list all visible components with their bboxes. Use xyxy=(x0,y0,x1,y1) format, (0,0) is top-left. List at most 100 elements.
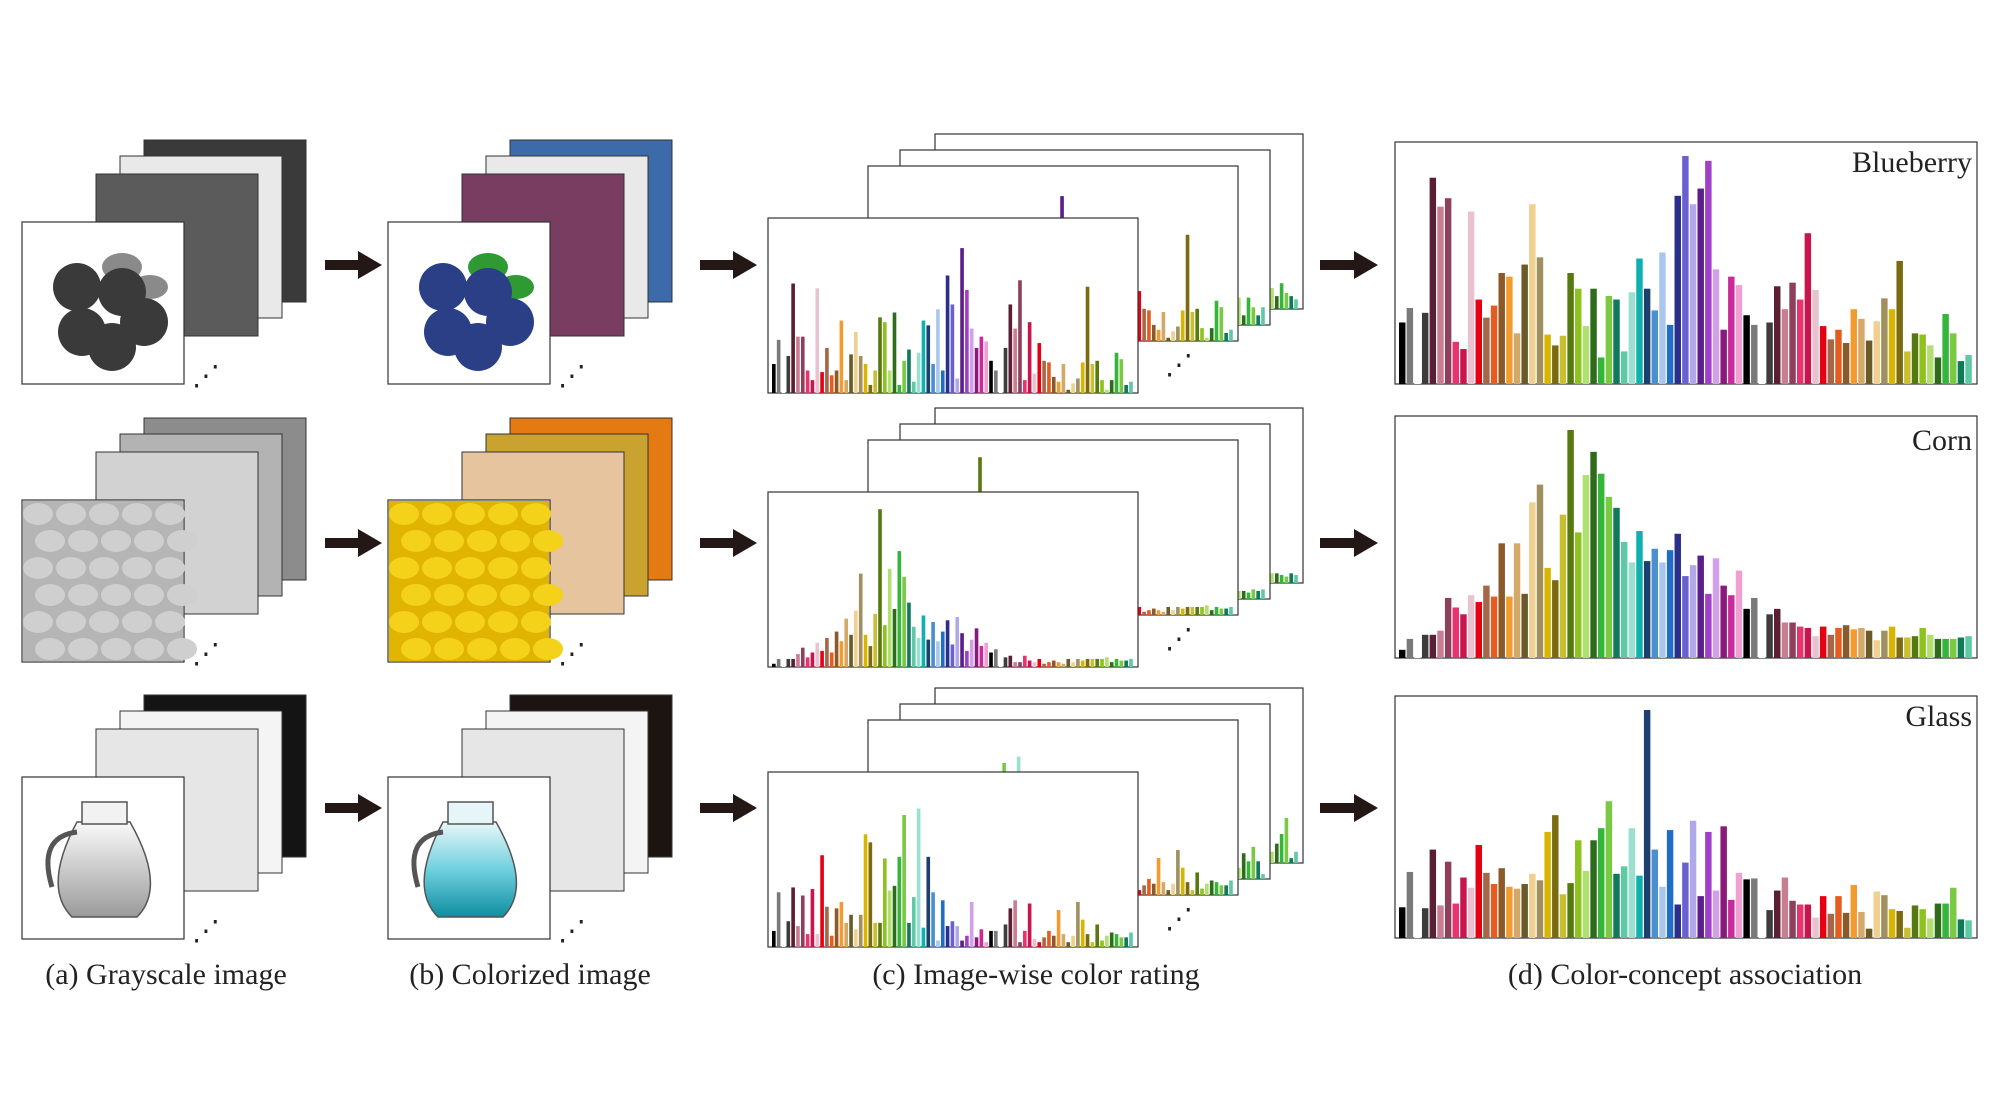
glass-rating-front-bar xyxy=(772,930,776,947)
corn-kernel xyxy=(455,557,485,579)
blueberry-association-chart-bar xyxy=(1758,306,1766,384)
corn-kernel xyxy=(467,530,497,552)
glass-rating-front-bar xyxy=(800,895,805,947)
corn-rating-front-bar xyxy=(916,638,921,667)
corn-association-chart-bar xyxy=(1965,636,1972,658)
blueberry-association-chart-bar xyxy=(1957,361,1965,384)
glass-rating-front-bar xyxy=(1013,900,1017,947)
glass-rating-back-0-bar xyxy=(1270,851,1274,863)
glass-rating-front-bar xyxy=(887,890,892,947)
corn-association-chart-bar xyxy=(1751,597,1758,658)
glass-association-chart-bar xyxy=(1796,904,1804,938)
glass-association-chart-bar xyxy=(1421,908,1429,938)
corn-kernel xyxy=(89,557,119,579)
glass-association-chart-bar xyxy=(1567,883,1574,938)
corn-rating-front-bar xyxy=(878,509,882,667)
photo-stack-r1-c0 xyxy=(21,417,307,663)
caption-rating: (c) Image-wise color rating xyxy=(872,958,1200,991)
glass-association-chart-bar xyxy=(1613,873,1620,938)
corn-rating-back-0-bar xyxy=(1294,574,1298,583)
corn-kernel xyxy=(500,530,530,552)
corn-rating-front-bar xyxy=(1095,658,1100,667)
corn-association-chart-bar xyxy=(1406,638,1414,658)
blueberry-rating-back-1-bar xyxy=(1251,307,1256,325)
blueberry-rating-back-0-bar xyxy=(1289,296,1293,309)
corn-rating-front-bar xyxy=(940,631,945,667)
blueberry-association-chart-bar xyxy=(1590,288,1597,384)
blueberry-association-chart-bar xyxy=(1467,211,1475,384)
corn-rating-back-2-bar xyxy=(1142,611,1146,615)
corn-kernel xyxy=(56,503,86,525)
berry-shape xyxy=(419,263,467,311)
corn-association-chart-bar xyxy=(1934,638,1942,658)
blueberry-rating-front-bar xyxy=(1027,322,1032,393)
arrow-a-to-b-2-head xyxy=(358,794,382,822)
corn-rating-front-bar xyxy=(994,649,998,667)
corn-rating-back-1-bar xyxy=(1251,589,1256,599)
blueberry-rating-back-1-bar xyxy=(1261,307,1265,325)
glass-rating-front-bar xyxy=(994,930,998,947)
corn-rating-front-bar xyxy=(1124,660,1128,667)
glass-association-chart-bar xyxy=(1865,928,1873,938)
glass-rating-front-bar xyxy=(1109,932,1114,947)
blueberry-rating-front-bar xyxy=(829,375,834,393)
blueberry-rating-front-bar xyxy=(950,304,955,393)
corn-rating-front-bar xyxy=(1090,658,1095,667)
blueberry-association-chart-bar xyxy=(1835,329,1842,384)
corn-rating-back-0-bar xyxy=(1284,576,1289,583)
corn-association-chart-bar xyxy=(1850,629,1857,658)
corn-kernel xyxy=(389,611,419,633)
glass-rating-front-bar xyxy=(858,914,863,947)
blueberry-rating-front-bar xyxy=(1042,360,1046,393)
corn-association-chart-bar xyxy=(1697,555,1704,658)
corn-kernel xyxy=(389,503,419,525)
arrow-b-to-c-1 xyxy=(700,529,757,557)
blueberry-association-chart-bar xyxy=(1605,295,1613,384)
corn-rating-front-bar xyxy=(979,646,984,667)
glass-rating-back-1-bar xyxy=(1251,846,1256,879)
corn-kernel xyxy=(89,611,119,633)
corn-association-chart-bar xyxy=(1575,532,1582,658)
blueberry-rating-front-bar xyxy=(781,375,786,393)
glass-association-chart-bar xyxy=(1942,903,1949,938)
glass-association-chart-bar xyxy=(1498,868,1505,938)
blueberry-association-chart-bar xyxy=(1659,252,1666,384)
corn-rating-front-bar xyxy=(1105,657,1109,667)
corn-kernel xyxy=(134,530,164,552)
blueberry-rating-front-bar xyxy=(863,364,868,393)
blueberry-association-chart-bar xyxy=(1751,324,1758,384)
glass-rating-front-bar xyxy=(810,889,815,947)
ellipsis-r1-c0: ⋰ xyxy=(192,637,220,670)
glass-rating-front-bar xyxy=(955,926,960,947)
blueberry-rating-front-bar xyxy=(965,289,969,393)
corn-kernel xyxy=(422,503,452,525)
corn-kernel xyxy=(122,611,152,633)
corn-kernel xyxy=(134,584,164,606)
glass-rating-front-bar xyxy=(791,887,795,947)
glass-association-chart-bar xyxy=(1774,890,1781,938)
glass-rating-front-bar xyxy=(1042,937,1046,947)
blueberry-rating-back-0-bar xyxy=(1270,288,1274,309)
blueberry-association-chart xyxy=(1394,141,1978,385)
glass-rating-front-bar xyxy=(1105,935,1109,947)
blueberry-rating-front-bar xyxy=(878,317,882,393)
corn-rating-back-2-bar xyxy=(1219,608,1224,615)
corn-association-chart-bar xyxy=(1728,595,1735,658)
berry-shape xyxy=(53,263,101,311)
glass-rating-front-bar xyxy=(936,940,940,947)
corn-kernel xyxy=(68,530,98,552)
blueberry-rating-front-bar xyxy=(776,339,781,393)
glass-rating-front-bar xyxy=(969,901,974,947)
blueberry-association-chart-bar xyxy=(1529,204,1536,384)
blueberry-association-chart-bar xyxy=(1421,312,1429,384)
corn-association-chart-bar xyxy=(1483,585,1490,658)
corn-rating-front-bar xyxy=(844,618,849,667)
glass-rating-front-bar xyxy=(984,942,988,947)
blueberry-rating-front-bar xyxy=(820,372,824,393)
glass-association-chart-bar xyxy=(1950,887,1957,938)
corn-association-chart-bar xyxy=(1513,543,1521,658)
corn-association-chart-bar xyxy=(1781,622,1789,658)
corn-kernel xyxy=(23,557,53,579)
blueberry-rating-front-bar xyxy=(854,331,858,393)
blueberry-association-chart-bar xyxy=(1444,198,1452,384)
